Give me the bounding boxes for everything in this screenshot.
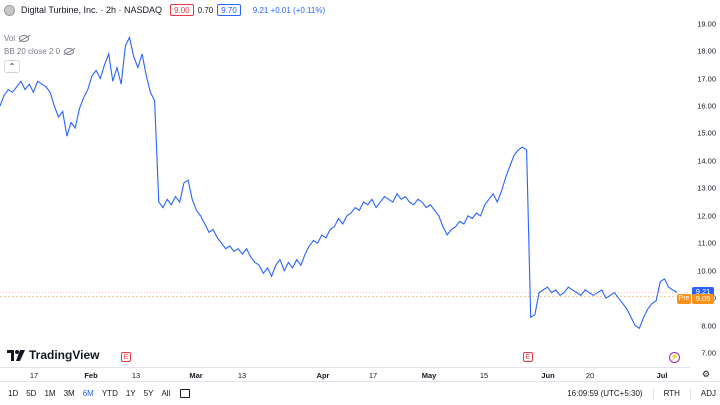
price-tick: 13.00: [697, 183, 716, 193]
tradingview-logo[interactable]: TradingView: [7, 348, 99, 362]
range-all-button[interactable]: All: [161, 389, 171, 398]
time-tick: Mar: [189, 371, 203, 380]
price-series-line: [0, 35, 678, 330]
price-axis[interactable]: 19.00 18.00 17.00 16.00 15.00 14.00 13.00 12.00…: [690, 0, 720, 367]
premarket-label: Pre: [677, 293, 691, 304]
bottom-toolbar: 1D 5D 1M 3M 6M YTD 1Y 5Y All 16:09:59 (UTC+5:30)…: [0, 381, 720, 405]
range-6m-button[interactable]: 6M: [82, 389, 94, 398]
symbol-title: Digital Turbine, Inc. · 2h · NASDAQ: [21, 5, 163, 15]
time-axis[interactable]: 17 Feb 13 Mar 13 Apr 17 May 15 Jun 20 Jul: [0, 367, 690, 381]
price-tick: 8.00: [701, 321, 716, 331]
time-tick: Feb: [84, 371, 98, 380]
indicator-volume[interactable]: Vol: [4, 34, 30, 43]
range-1m-button[interactable]: 1M: [44, 389, 56, 398]
price-tick: 14.00: [697, 156, 716, 166]
dividend-event-icon[interactable]: ⚡: [669, 352, 680, 363]
calendar-range-icon[interactable]: [180, 389, 191, 398]
eye-hidden-icon[interactable]: [64, 48, 75, 55]
range-5y-button[interactable]: 5Y: [143, 389, 154, 398]
price-tick: 19.00: [697, 19, 716, 29]
time-tick: Apr: [316, 371, 330, 380]
time-tick: 13: [131, 371, 141, 380]
sell-price-button[interactable]: 9.00: [170, 4, 194, 16]
time-tick: 17: [368, 371, 378, 380]
logo-text: TradingView: [29, 348, 100, 362]
tradingview-logo-icon: [7, 349, 25, 361]
chevron-up-icon: ⌃: [8, 62, 16, 71]
divider: [689, 387, 691, 400]
range-5d-button[interactable]: 5D: [26, 389, 37, 398]
indicator-bollinger[interactable]: BB 20 close 2 0: [4, 47, 75, 56]
adjust-toggle[interactable]: ADJ: [700, 389, 716, 398]
symbol-legend[interactable]: Digital Turbine, Inc. · 2h · NASDAQ 9.00…: [4, 3, 325, 17]
earnings-event-icon[interactable]: E: [121, 352, 131, 362]
range-selector: 1D 5D 1M 3M 6M YTD 1Y 5Y All: [0, 389, 174, 398]
eye-hidden-icon[interactable]: [19, 35, 30, 42]
symbol-logo-icon: [4, 4, 15, 16]
clock-time[interactable]: 16:09:59 (UTC+5:30): [567, 389, 643, 398]
time-tick: 20: [585, 371, 595, 380]
range-1d-button[interactable]: 1D: [8, 389, 19, 398]
premarket-price-tag: 9.05: [692, 293, 714, 304]
price-tick: 16.00: [697, 101, 716, 111]
time-tick: Jun: [541, 371, 555, 380]
indicator-label: BB 20 close 2 0: [4, 47, 61, 56]
indicator-label: Vol: [4, 34, 16, 43]
range-1y-button[interactable]: 1Y: [125, 389, 136, 398]
price-tick: 18.00: [697, 46, 716, 56]
time-tick: 13: [237, 371, 247, 380]
price-tick: 12.00: [697, 211, 716, 221]
gear-icon[interactable]: ⚙: [702, 369, 711, 379]
divider: [652, 387, 654, 400]
time-tick: 15: [479, 371, 489, 380]
buy-price-button[interactable]: 9.70: [217, 4, 241, 16]
price-tick: 17.00: [697, 74, 716, 84]
price-tick: 11.00: [697, 238, 716, 248]
price-tick: 15.00: [697, 128, 716, 138]
session-toggle[interactable]: RTH: [663, 389, 680, 398]
price-tick: 10.00: [697, 266, 716, 276]
last-price-tag: 9.21: [692, 287, 714, 298]
earnings-event-icon[interactable]: E: [523, 352, 533, 362]
range-3m-button[interactable]: 3M: [63, 389, 75, 398]
price-chart[interactable]: [0, 0, 690, 367]
time-tick: Jul: [656, 371, 668, 380]
price-tick: 7.00: [701, 348, 716, 358]
time-tick: 17: [29, 371, 39, 380]
spread-value: 0.70: [197, 5, 214, 15]
time-tick: May: [421, 371, 437, 380]
last-change-value: 9.21 +0.01 (+0.11%): [252, 5, 326, 15]
collapse-legend-button[interactable]: ⌃: [4, 60, 20, 73]
range-ytd-button[interactable]: YTD: [101, 389, 118, 398]
